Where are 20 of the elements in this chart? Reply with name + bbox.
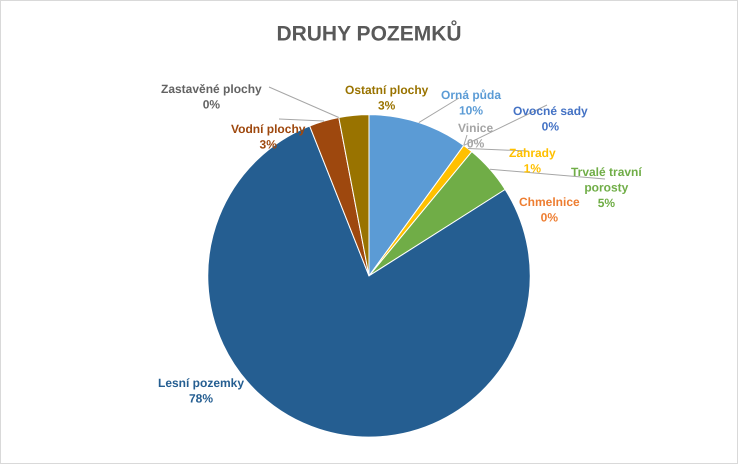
category-label: Ovocné sady (513, 104, 588, 118)
data-label: 1% (524, 162, 542, 176)
text: 0% (202, 98, 220, 112)
text: 0% (540, 210, 558, 225)
category-label: Chmelnice (519, 195, 580, 209)
category-label: Vinice (458, 121, 494, 135)
data-label: 5% (598, 196, 616, 210)
slice-label: Zahrady (509, 146, 556, 160)
slice-label: Ostatní plochy (345, 83, 429, 97)
category-label: Zastavěné plochy (161, 82, 262, 96)
slice-label: Trvalé travní porosty (571, 165, 642, 195)
data-label: 3% (378, 98, 396, 113)
slice-label: Lesní pozemky (158, 376, 244, 390)
data-label: 78% (189, 392, 214, 406)
slice-label: Vodní plochy (231, 122, 306, 136)
data-label: 3% (260, 138, 278, 152)
chart-title: DRUHY POZEMKŮ (276, 20, 462, 46)
text: 0% (542, 120, 560, 134)
slice-label: Orná půda (441, 88, 502, 102)
data-label: 10% (458, 104, 484, 118)
